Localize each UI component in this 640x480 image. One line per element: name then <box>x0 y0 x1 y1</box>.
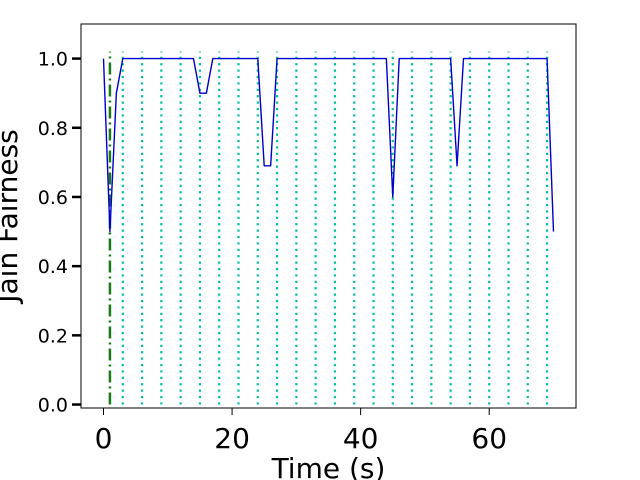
y-tick-label-1: 0.2 <box>38 325 68 347</box>
y-tick-label-4: 0.8 <box>38 118 68 140</box>
y-tick-label-2: 0.4 <box>38 256 68 278</box>
event-lines <box>121 51 549 405</box>
x-tick-label-2: 40 <box>343 422 379 455</box>
y-tick-label-5: 1.0 <box>38 49 68 71</box>
plot-frame <box>80 23 577 409</box>
series-line-0 <box>102 57 555 233</box>
y-tick-label-3: 0.6 <box>38 187 68 209</box>
x-tick-label-3: 60 <box>471 422 507 455</box>
x-tick-label-1: 20 <box>214 422 250 455</box>
y-axis-label: Jain Fairness <box>0 129 24 304</box>
series-group <box>102 57 555 233</box>
x-axis-ticks: 0 20 40 60 <box>95 408 507 455</box>
x-axis-label: Time (s) <box>271 452 386 480</box>
x-tick-label-0: 0 <box>95 422 113 455</box>
y-axis-ticks: 0.0 0.2 0.4 0.6 0.8 1.0 <box>38 49 81 417</box>
y-tick-label-0: 0.0 <box>38 395 68 417</box>
